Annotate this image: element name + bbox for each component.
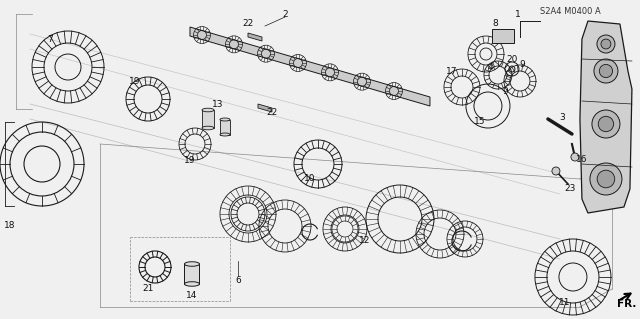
Text: 8: 8 <box>492 19 498 27</box>
Circle shape <box>598 116 614 132</box>
Circle shape <box>597 170 615 188</box>
Text: 9: 9 <box>519 60 525 69</box>
Text: 18: 18 <box>4 221 16 231</box>
Text: 4: 4 <box>487 63 493 71</box>
Text: 7: 7 <box>47 34 53 43</box>
Text: 2: 2 <box>282 10 288 19</box>
Polygon shape <box>248 33 262 41</box>
Circle shape <box>597 35 615 53</box>
Text: FR.: FR. <box>617 299 636 309</box>
Text: 19: 19 <box>129 77 141 85</box>
Circle shape <box>594 59 618 83</box>
Bar <box>220 120 230 135</box>
Circle shape <box>599 64 612 78</box>
Text: 9: 9 <box>502 86 508 95</box>
Text: 14: 14 <box>186 292 198 300</box>
Circle shape <box>552 167 560 175</box>
Text: 1: 1 <box>515 10 521 19</box>
Text: 21: 21 <box>142 285 154 293</box>
Text: 15: 15 <box>474 116 486 125</box>
Circle shape <box>590 163 622 195</box>
Bar <box>492 29 514 43</box>
Text: S2A4 M0400 A: S2A4 M0400 A <box>540 6 600 16</box>
Text: 6: 6 <box>235 277 241 286</box>
Text: 10: 10 <box>304 174 316 183</box>
Text: 22: 22 <box>243 19 253 27</box>
Ellipse shape <box>220 118 230 121</box>
Ellipse shape <box>184 282 200 286</box>
Ellipse shape <box>202 108 214 112</box>
Ellipse shape <box>184 262 200 266</box>
Text: 22: 22 <box>266 108 278 116</box>
Circle shape <box>592 110 620 138</box>
Text: 23: 23 <box>564 184 575 194</box>
Polygon shape <box>580 21 632 213</box>
Circle shape <box>571 153 579 161</box>
Text: 11: 11 <box>559 299 571 308</box>
Text: 12: 12 <box>359 236 371 246</box>
Text: 19: 19 <box>184 157 196 166</box>
Polygon shape <box>258 104 272 112</box>
Text: 20: 20 <box>506 55 518 63</box>
Text: 13: 13 <box>212 100 224 108</box>
Bar <box>184 264 200 284</box>
Ellipse shape <box>220 133 230 136</box>
Text: 3: 3 <box>559 113 565 122</box>
Text: 17: 17 <box>446 66 458 76</box>
Polygon shape <box>190 27 430 106</box>
Bar <box>202 110 214 128</box>
Ellipse shape <box>202 126 214 130</box>
Circle shape <box>601 39 611 49</box>
Text: 16: 16 <box>576 154 588 164</box>
